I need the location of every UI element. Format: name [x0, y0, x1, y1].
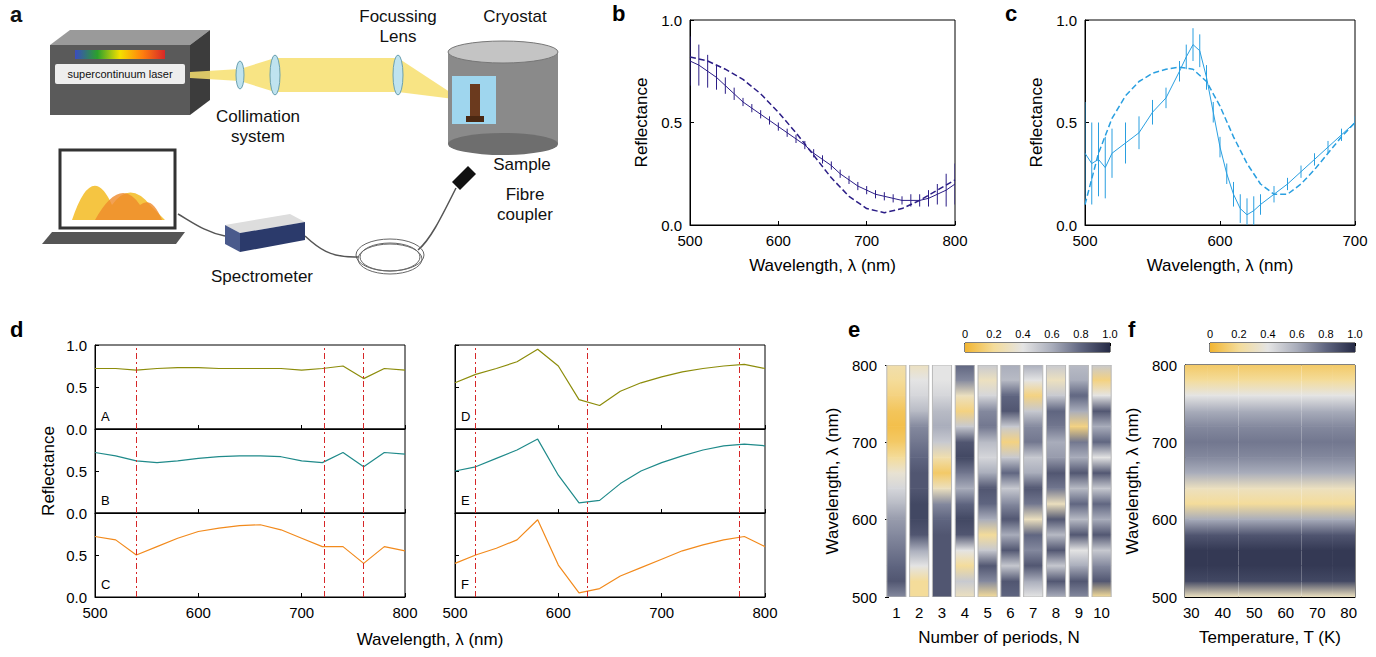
- svg-text:6: 6: [1006, 604, 1014, 621]
- svg-text:supercontinuum laser: supercontinuum laser: [67, 68, 173, 80]
- svg-text:coupler: coupler: [497, 205, 553, 224]
- svg-text:0.5: 0.5: [66, 547, 87, 564]
- svg-text:0.0: 0.0: [661, 217, 682, 234]
- svg-text:0.2: 0.2: [986, 328, 1001, 340]
- svg-text:800: 800: [1152, 357, 1177, 374]
- svg-text:80: 80: [1340, 604, 1357, 621]
- svg-text:1.0: 1.0: [661, 12, 682, 29]
- svg-text:600: 600: [1152, 511, 1177, 528]
- svg-text:800: 800: [392, 604, 417, 621]
- svg-text:60: 60: [1277, 604, 1294, 621]
- svg-text:500: 500: [442, 604, 467, 621]
- svg-text:Wavelength, λ (nm): Wavelength, λ (nm): [1123, 408, 1142, 555]
- svg-text:0.0: 0.0: [66, 421, 87, 438]
- svg-text:1.0: 1.0: [1347, 328, 1362, 340]
- svg-text:1: 1: [892, 604, 900, 621]
- svg-text:500: 500: [1152, 589, 1177, 606]
- svg-text:0.0: 0.0: [66, 589, 87, 606]
- svg-text:500: 500: [1072, 232, 1097, 249]
- svg-text:800: 800: [852, 357, 877, 374]
- svg-text:1.0: 1.0: [1102, 328, 1117, 340]
- svg-text:5: 5: [983, 604, 991, 621]
- svg-text:1.0: 1.0: [66, 337, 87, 354]
- svg-text:B: B: [101, 493, 110, 508]
- svg-text:system: system: [231, 127, 285, 146]
- svg-text:Reflectance: Reflectance: [632, 78, 651, 168]
- svg-text:700: 700: [852, 434, 877, 451]
- svg-text:0.6: 0.6: [1289, 328, 1304, 340]
- svg-text:700: 700: [1342, 232, 1367, 249]
- svg-text:70: 70: [1309, 604, 1326, 621]
- svg-text:600: 600: [852, 511, 877, 528]
- svg-text:Focussing: Focussing: [359, 7, 436, 26]
- svg-text:40: 40: [1214, 604, 1231, 621]
- svg-text:Wavelength, λ (nm): Wavelength, λ (nm): [357, 630, 504, 649]
- svg-text:0: 0: [962, 328, 968, 340]
- svg-text:Collimation: Collimation: [216, 107, 300, 126]
- svg-text:600: 600: [766, 232, 791, 249]
- svg-text:0.8: 0.8: [1073, 328, 1088, 340]
- svg-text:1.0: 1.0: [1056, 12, 1077, 29]
- svg-text:Wavelength, λ (nm): Wavelength, λ (nm): [1147, 256, 1294, 275]
- svg-text:c: c: [1005, 1, 1017, 26]
- svg-text:0.5: 0.5: [1056, 114, 1077, 131]
- svg-text:600: 600: [186, 604, 211, 621]
- svg-text:50: 50: [1246, 604, 1263, 621]
- svg-text:F: F: [461, 577, 469, 592]
- svg-text:800: 800: [942, 232, 967, 249]
- svg-text:f: f: [1128, 317, 1136, 342]
- svg-text:Wavelength, λ (nm): Wavelength, λ (nm): [749, 256, 896, 275]
- svg-text:2: 2: [915, 604, 923, 621]
- svg-text:30: 30: [1183, 604, 1200, 621]
- svg-text:Temperature, T (K): Temperature, T (K): [1199, 628, 1341, 647]
- svg-text:10: 10: [1093, 604, 1110, 621]
- svg-text:0.4: 0.4: [1015, 328, 1030, 340]
- svg-text:D: D: [461, 409, 470, 424]
- svg-text:Reflectance: Reflectance: [1027, 78, 1046, 168]
- svg-text:0.2: 0.2: [1231, 328, 1246, 340]
- svg-text:600: 600: [546, 604, 571, 621]
- svg-text:9: 9: [1075, 604, 1083, 621]
- svg-text:Sample: Sample: [493, 155, 551, 174]
- svg-text:Lens: Lens: [380, 27, 417, 46]
- svg-text:0.6: 0.6: [1044, 328, 1059, 340]
- svg-text:d: d: [10, 317, 23, 342]
- svg-text:Wavelength, λ (nm): Wavelength, λ (nm): [823, 408, 842, 555]
- svg-text:700: 700: [854, 232, 879, 249]
- svg-text:800: 800: [752, 604, 777, 621]
- svg-text:C: C: [101, 577, 110, 592]
- svg-text:700: 700: [649, 604, 674, 621]
- svg-text:0.0: 0.0: [1056, 217, 1077, 234]
- svg-text:Cryostat: Cryostat: [483, 7, 547, 26]
- svg-text:Number of periods, N: Number of periods, N: [918, 628, 1080, 647]
- svg-text:0.4: 0.4: [1260, 328, 1275, 340]
- svg-text:4: 4: [961, 604, 969, 621]
- svg-text:3: 3: [938, 604, 946, 621]
- svg-text:0.5: 0.5: [66, 463, 87, 480]
- svg-text:0.8: 0.8: [1318, 328, 1333, 340]
- svg-text:0.0: 0.0: [66, 505, 87, 522]
- svg-text:600: 600: [1207, 232, 1232, 249]
- svg-text:e: e: [848, 317, 860, 342]
- svg-text:700: 700: [289, 604, 314, 621]
- svg-text:500: 500: [82, 604, 107, 621]
- svg-text:500: 500: [677, 232, 702, 249]
- svg-text:Spectrometer: Spectrometer: [211, 267, 313, 286]
- svg-text:500: 500: [852, 589, 877, 606]
- svg-text:b: b: [612, 1, 625, 26]
- svg-text:8: 8: [1052, 604, 1060, 621]
- svg-text:0.5: 0.5: [661, 114, 682, 131]
- svg-text:0: 0: [1207, 328, 1213, 340]
- svg-text:Reflectance: Reflectance: [39, 426, 58, 516]
- svg-text:Fibre: Fibre: [506, 185, 545, 204]
- svg-text:700: 700: [1152, 434, 1177, 451]
- svg-text:a: a: [10, 2, 23, 27]
- svg-text:0.5: 0.5: [66, 379, 87, 396]
- svg-text:E: E: [461, 493, 470, 508]
- svg-text:A: A: [101, 409, 110, 424]
- svg-text:7: 7: [1029, 604, 1037, 621]
